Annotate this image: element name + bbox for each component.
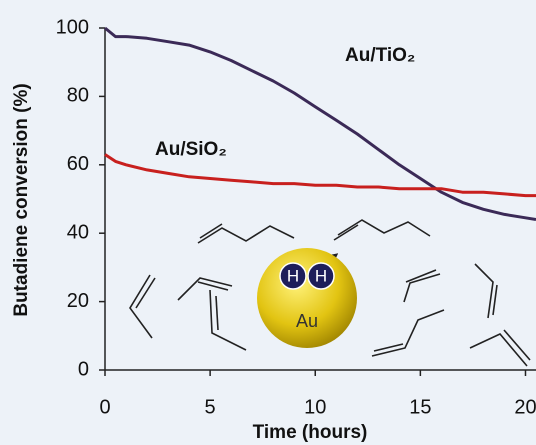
molecule <box>337 219 431 237</box>
molecule <box>129 274 153 339</box>
molecule <box>403 273 441 303</box>
molecule <box>503 329 531 361</box>
molecule <box>177 277 233 301</box>
series-label: Au/TiO₂ <box>345 45 415 66</box>
y-axis-title: Butadiene conversion (%) <box>11 83 32 316</box>
molecule <box>371 309 445 357</box>
x-tick-label: 15 <box>409 396 431 418</box>
x-tick-label: 20 <box>514 396 536 418</box>
hydrogen-atom <box>307 262 335 290</box>
series-line <box>104 153 536 198</box>
gold-sphere <box>257 248 357 348</box>
molecule <box>197 281 229 291</box>
y-tick-label: 40 <box>67 221 89 243</box>
molecule <box>197 225 295 244</box>
molecule <box>199 223 223 239</box>
x-axis-title: Time (hours) <box>253 422 368 443</box>
illustration: H H Au <box>129 219 531 367</box>
molecule <box>333 224 359 241</box>
y-tick-label: 20 <box>67 290 89 312</box>
molecule <box>135 277 156 309</box>
molecule <box>209 289 247 351</box>
molecule <box>215 295 219 331</box>
hydrogen-atom <box>279 262 307 290</box>
x-tick-label: 10 <box>304 396 326 418</box>
atom-label: H <box>287 266 299 285</box>
x-tick-label: 5 <box>205 396 216 418</box>
y-tick-label: 80 <box>67 85 89 107</box>
x-tick-label: 0 <box>99 396 110 418</box>
molecule <box>373 343 404 352</box>
plot-area: 0 20 40 60 80 100 0 5 10 15 20 Time (hours) Butadien… <box>11 16 536 443</box>
molecule <box>405 269 437 283</box>
y-tick-label: 0 <box>78 358 89 380</box>
molecule <box>492 284 498 316</box>
series-label: Au/SiO₂ <box>155 139 227 160</box>
y-tick-label: 100 <box>56 16 89 38</box>
molecule <box>469 333 528 367</box>
sphere-label: Au <box>296 311 318 331</box>
y-tick-label: 60 <box>67 153 89 175</box>
molecule <box>474 263 494 319</box>
atom-label: H <box>315 266 327 285</box>
series-line <box>104 26 536 221</box>
